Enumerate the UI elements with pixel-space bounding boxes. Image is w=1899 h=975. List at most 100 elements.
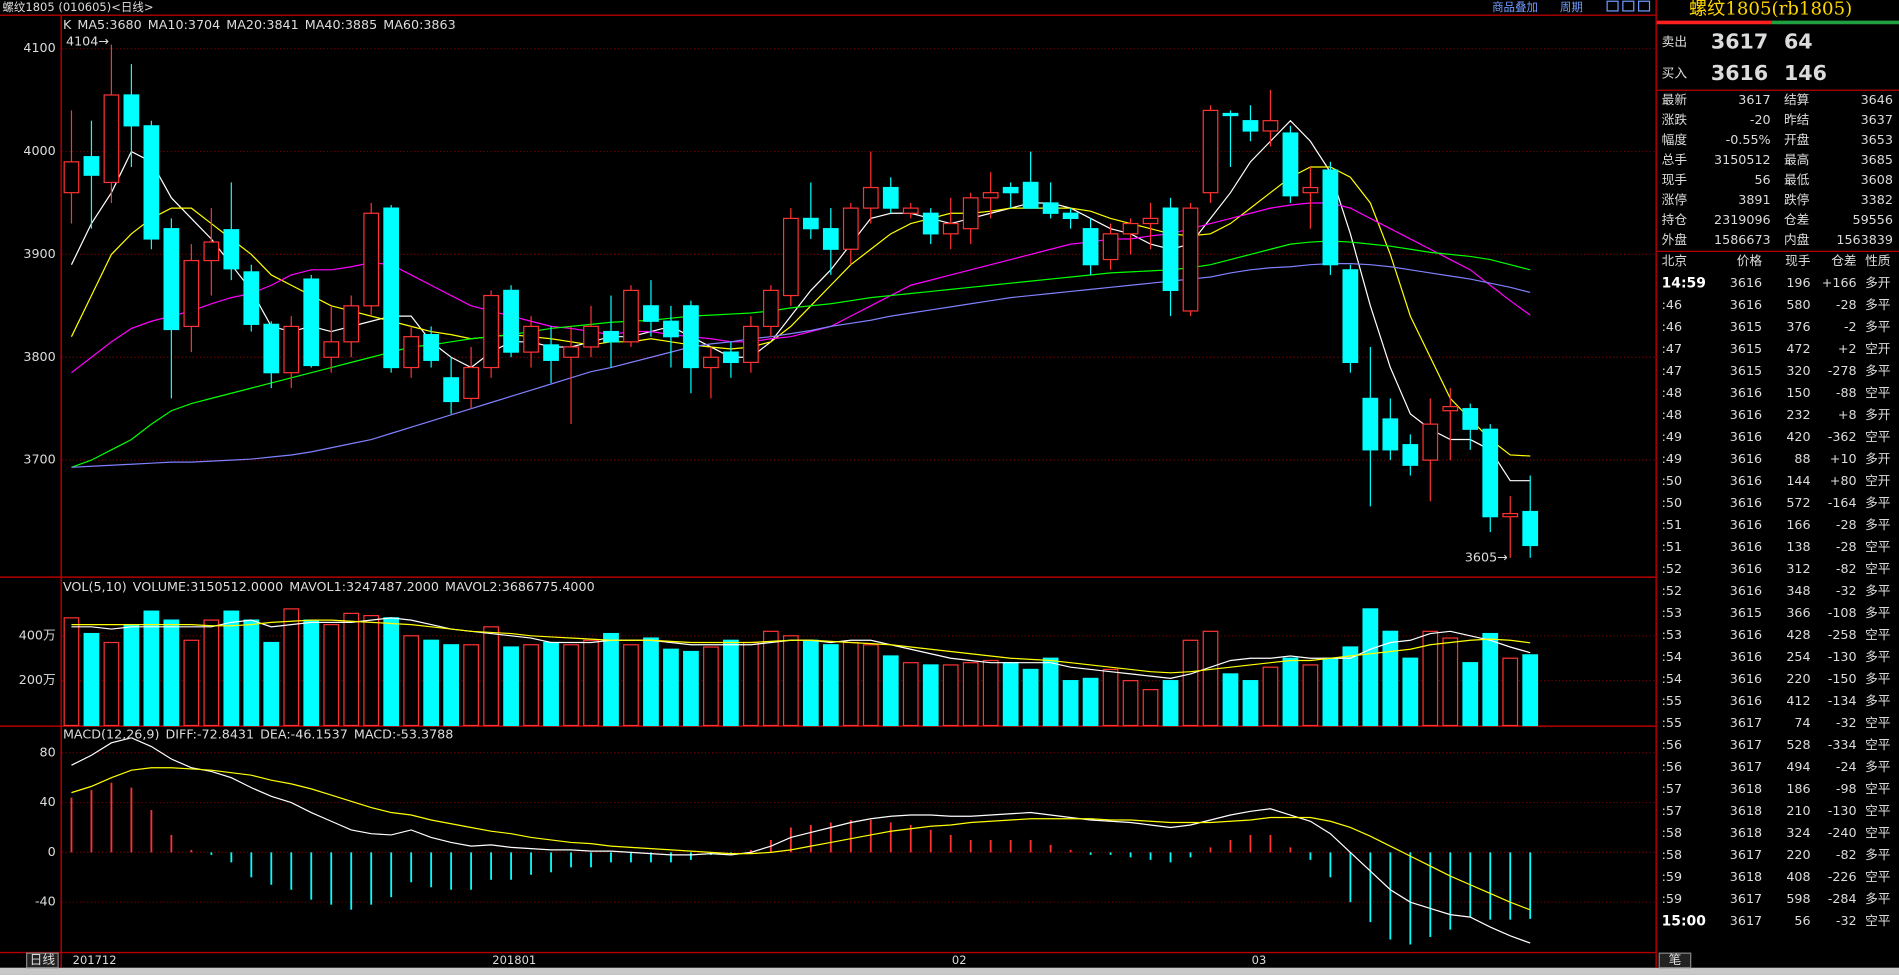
tick-cell: 空平 <box>1865 539 1891 554</box>
tick-cell: 14:59 <box>1662 275 1706 291</box>
low-annotation: 3605→ <box>1465 549 1508 564</box>
y-tick-label: 80 <box>40 744 56 759</box>
legend-item: VOL(5,10) <box>63 579 127 594</box>
order-volume: 64 <box>1784 29 1813 53</box>
tick-cell: 空平 <box>1865 429 1891 444</box>
tick-cell: 3615 <box>1730 605 1762 620</box>
tick-cell: 3616 <box>1730 671 1762 686</box>
stat-value: 3685 <box>1861 152 1893 167</box>
tick-cell: +10 <box>1830 451 1857 466</box>
candle-body <box>1362 397 1379 451</box>
period-link[interactable]: 周期 <box>1560 0 1583 14</box>
candle-body <box>323 341 340 358</box>
tick-tab[interactable] <box>1658 952 1692 969</box>
candle-body <box>83 156 100 176</box>
tick-cell: -98 <box>1836 781 1857 796</box>
candle-body <box>1142 217 1159 225</box>
volume-bar <box>1402 657 1419 727</box>
tick-cell: 多平 <box>1865 649 1891 664</box>
stat-value: 2319096 <box>1714 212 1771 227</box>
tick-cell: 150 <box>1786 385 1810 400</box>
tick-cell: 3618 <box>1730 803 1762 818</box>
y-tick-label: -40 <box>35 894 56 909</box>
x-tick-label: 201801 <box>492 953 536 967</box>
ma-line <box>71 202 1531 374</box>
macd-line <box>71 737 1531 944</box>
volume-bar <box>343 612 360 727</box>
candle-body <box>203 241 220 262</box>
tick-cell: 3616 <box>1730 517 1762 532</box>
window-button[interactable] <box>1606 0 1619 12</box>
candle-body <box>862 186 879 209</box>
volume-bar <box>583 639 599 727</box>
candle-body <box>1402 444 1419 466</box>
volume-bar <box>743 641 759 727</box>
volume-bar <box>882 655 899 727</box>
tick-cell: 472 <box>1786 341 1810 356</box>
volume-bar <box>1382 630 1399 727</box>
tick-cell: 空平 <box>1865 913 1891 928</box>
order-volume: 146 <box>1784 61 1827 85</box>
volume-bar <box>63 617 80 727</box>
x-tick-label: 201712 <box>73 953 117 967</box>
tick-cell: -134 <box>1828 693 1857 708</box>
legend-item: MACD:-53.3788 <box>354 727 453 742</box>
tick-cell: 空开 <box>1865 473 1891 488</box>
candle-body <box>283 325 300 374</box>
candle-body <box>982 192 999 199</box>
volume-bar <box>243 619 260 727</box>
tick-cell: 3616 <box>1730 693 1762 708</box>
volume-bar <box>383 617 400 727</box>
period-tab[interactable] <box>26 952 59 969</box>
legend-item: MA20:3841 <box>226 17 298 32</box>
order-label: 卖出 <box>1662 34 1687 49</box>
candle-body <box>822 228 839 250</box>
volume-bar <box>922 664 939 727</box>
volume-bar <box>103 641 120 727</box>
stat-value: 3150512 <box>1714 152 1771 167</box>
window-button[interactable] <box>1638 0 1651 12</box>
tick-cell: :51 <box>1662 517 1682 532</box>
candle-body <box>1022 181 1039 209</box>
stat-value: 3891 <box>1738 192 1770 207</box>
volume-bar <box>982 659 999 727</box>
stat-value: 3617 <box>1738 92 1770 107</box>
volume-bar <box>1042 657 1059 727</box>
tick-cell: 232 <box>1786 407 1810 422</box>
candle-body <box>1182 207 1199 312</box>
legend-item: K <box>63 17 72 32</box>
legend-item: MACD(12,26,9) <box>63 727 159 742</box>
volume-bar <box>263 641 280 727</box>
tick-cell: 多平 <box>1865 671 1891 686</box>
volume-bar <box>1142 689 1159 727</box>
tick-cell: 多平 <box>1865 517 1891 532</box>
tick-cell: 多开 <box>1865 275 1891 290</box>
volume-bar <box>83 632 100 727</box>
stat-label: 持仓 <box>1662 212 1688 227</box>
tick-cell: :52 <box>1662 583 1682 598</box>
tick-header: 北京 <box>1662 253 1687 268</box>
candle-body <box>1282 132 1299 197</box>
tick-cell: 空平 <box>1865 825 1891 840</box>
candle-body <box>683 305 699 369</box>
volume-bar <box>163 619 180 727</box>
window-button[interactable] <box>1622 0 1635 12</box>
candle-body <box>423 334 440 361</box>
y-tick-label: 4100 <box>23 40 55 55</box>
stat-value: 1586673 <box>1714 232 1771 247</box>
macd-line <box>71 767 1531 911</box>
title-bar-red <box>1656 20 1772 25</box>
tick-cell: 138 <box>1786 539 1810 554</box>
tick-cell: 3616 <box>1730 583 1762 598</box>
tick-cell: 3616 <box>1730 385 1762 400</box>
candle-body <box>1202 109 1219 194</box>
tick-cell: 74 <box>1794 715 1810 730</box>
overlay-link[interactable]: 商品叠加 <box>1492 0 1538 14</box>
order-price: 3617 <box>1711 29 1768 53</box>
tick-cell: -240 <box>1828 825 1857 840</box>
tick-cell: 多平 <box>1865 297 1891 312</box>
tick-cell: 3615 <box>1730 341 1762 356</box>
volume-bar <box>962 662 979 727</box>
tick-cell: +2 <box>1838 341 1857 356</box>
